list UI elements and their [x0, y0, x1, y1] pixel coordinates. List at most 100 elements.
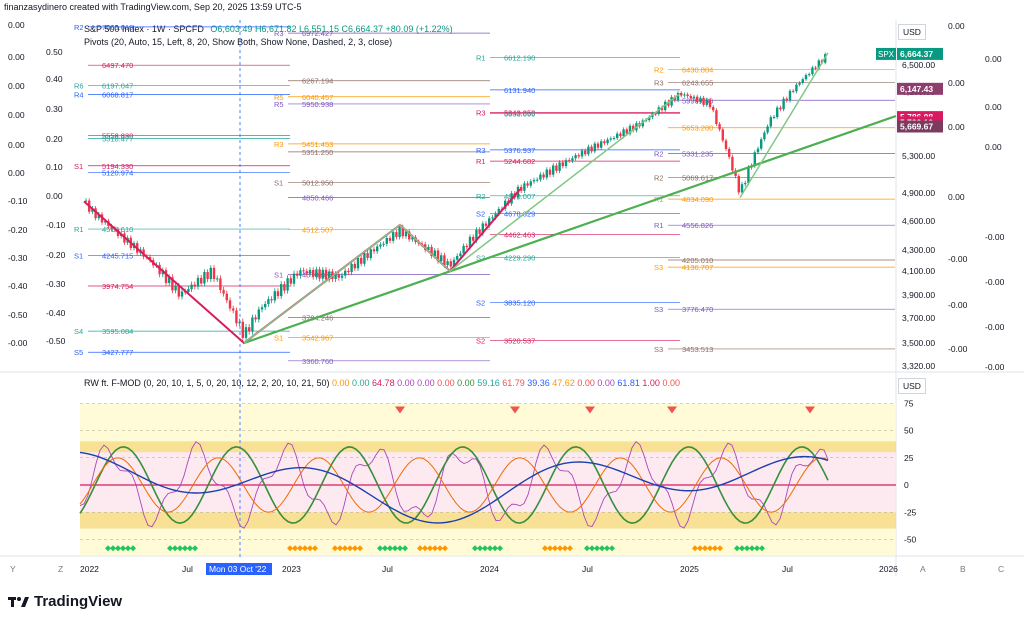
right-extra-axis-tick: -0.00 [948, 300, 968, 310]
axis-corner-letter: A [920, 564, 926, 574]
osc-signal-marker [547, 545, 553, 552]
pivot-level-name: S2 [476, 336, 485, 345]
candle-body [222, 290, 225, 294]
candle-body [366, 253, 369, 258]
candle-body [616, 133, 619, 139]
oscillator-value: 0.00 [331, 378, 350, 388]
candle-body [715, 110, 718, 125]
candle-body [491, 217, 494, 219]
pivot-level-value: 6040.457 [302, 93, 333, 102]
candle-body [728, 148, 731, 157]
candle-body [676, 92, 680, 101]
osc-tick-label: -25 [904, 507, 917, 517]
candle-body [280, 284, 283, 297]
candle-body [372, 249, 376, 252]
left-axis-tick: 0.00 [46, 191, 63, 201]
time-axis-label: Jul [782, 564, 793, 574]
osc-signal-marker [382, 545, 388, 552]
candle-body [219, 278, 222, 291]
candle-body [97, 214, 100, 219]
candle-body [702, 97, 705, 105]
candle-body [430, 246, 433, 257]
oscillator-value: 39.36 [524, 378, 550, 388]
candle-body [104, 221, 107, 223]
candle-body [388, 238, 392, 241]
candle-body [718, 124, 721, 130]
osc-signal-marker [759, 545, 765, 552]
candle-body [724, 140, 728, 149]
pivot-level-value: 4136.707 [682, 263, 713, 272]
pivot-level-value: 4229.290 [504, 253, 535, 262]
candle-body [379, 244, 382, 247]
candle-body [212, 267, 216, 279]
currency-button[interactable]: USD [898, 24, 926, 40]
candle-body [196, 277, 200, 287]
candle-body [289, 278, 292, 284]
candle-body [395, 232, 398, 238]
candle-body [763, 132, 766, 140]
candle-body [548, 169, 552, 175]
time-axis-label: 2023 [282, 564, 301, 574]
candle-body [497, 208, 500, 214]
osc-signal-marker [302, 545, 308, 552]
candle-body [564, 160, 568, 167]
osc-signal-marker [115, 545, 121, 552]
candle-body [260, 307, 264, 310]
pivot-level-value: 5833.060 [504, 109, 535, 118]
candle-body [334, 274, 337, 279]
osc-signal-marker [472, 545, 478, 552]
candle-body [481, 223, 484, 234]
pivot-level-name: S2 [476, 298, 485, 307]
price-tag-bg [897, 82, 943, 95]
oscillator-values: 0.00 0.00 64.78 0.00 0.00 0.00 0.00 59.1… [332, 378, 680, 388]
osc-signal-marker [492, 545, 498, 552]
osc-signal-marker [352, 545, 358, 552]
price-tag-value: 5,669.67 [900, 121, 933, 131]
left-axis-tick-outer: -0.40 [8, 281, 28, 291]
pivot-level-name: R3 [476, 146, 486, 155]
candle-body [190, 284, 193, 290]
osc-signal-marker [357, 545, 363, 552]
candle-body [356, 257, 360, 269]
left-axis-tick-outer: -0.20 [8, 225, 28, 235]
candle-body [587, 146, 590, 155]
candle-body [340, 275, 344, 278]
pivot-level-name: S1 [74, 162, 83, 171]
osc-signal-marker [487, 545, 493, 552]
candle-body [308, 269, 312, 274]
left-axis-tick-outer: -0.50 [8, 310, 28, 320]
candle-body [814, 67, 817, 69]
pivot-level-name: R1 [74, 225, 84, 234]
candle-body [353, 263, 356, 269]
candle-body [264, 303, 267, 308]
candle-body [244, 327, 248, 338]
osc-signal-marker [377, 545, 383, 552]
osc-top-marker [510, 406, 520, 414]
candle-body [193, 284, 196, 287]
pivot-level-value: 3835.120 [504, 298, 535, 307]
pivot-level-name: R4 [74, 90, 84, 99]
pivot-level-name: R1 [476, 157, 486, 166]
price-tag: 5,669.67 [897, 120, 943, 133]
left-axis-tick-outer: 0.00 [8, 81, 25, 91]
right-extra-axis-tick: 0.00 [948, 78, 965, 88]
candle-body [187, 289, 190, 292]
candle-body [248, 327, 251, 332]
left-axis-tick: 0.10 [46, 162, 63, 172]
pivot-level-value: 5351.250 [302, 148, 333, 157]
price-tag: SPX 6,664.37 [876, 47, 943, 60]
left-axis-tick-outer: 0.00 [8, 168, 25, 178]
candle-body [731, 156, 734, 171]
candle-body [404, 231, 408, 237]
price-tick-label: 3,700.00 [902, 313, 935, 323]
osc-signal-marker [427, 545, 433, 552]
osc-tick-label: 0 [904, 480, 909, 490]
currency-button-oscillator[interactable]: USD [898, 378, 926, 394]
time-axis-label: Jul [182, 564, 193, 574]
candle-body [660, 107, 664, 111]
time-axis-label: 2025 [680, 564, 699, 574]
candle-body [526, 183, 529, 186]
osc-signal-marker [177, 545, 183, 552]
pivot-level-name: S5 [74, 348, 83, 357]
